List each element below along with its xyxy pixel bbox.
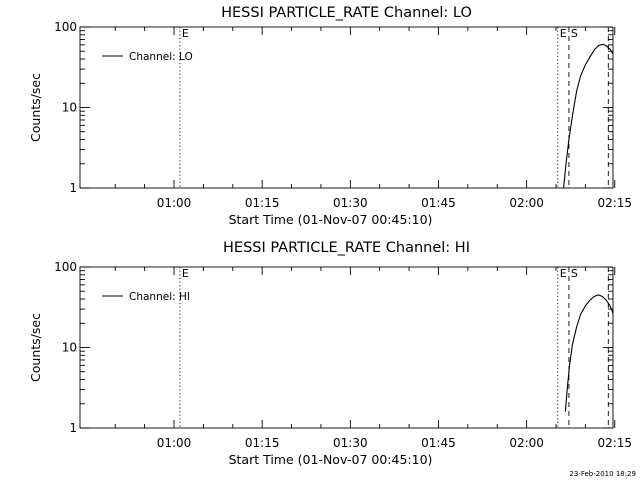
x-tick-label: 02:00 [509,436,544,450]
y-tick-label: 1 [69,181,77,195]
x-tick-label: 01:30 [333,436,368,450]
marker-label: E [182,267,189,280]
plot-area [179,267,613,428]
chart-title: HESSI PARTICLE_RATE Channel: HI [223,240,470,256]
y-tick-label: 1 [69,421,77,435]
marker-label: E [560,27,567,40]
y-axis-label: Counts/sec [28,73,43,142]
x-tick-label: 02:15 [597,436,632,450]
legend-label: Channel: HI [129,291,190,303]
x-tick-label: 01:00 [157,436,192,450]
series-line [564,294,613,412]
series-line [563,43,613,188]
x-tick-label: 01:15 [245,436,280,450]
x-tick-label: 01:45 [421,196,456,210]
marker-label: E [182,27,189,40]
x-tick-label: 02:00 [509,196,544,210]
y-tick-label: 10 [62,341,77,355]
x-tick-label: 01:30 [333,196,368,210]
x-axis-label: Start Time (01-Nov-07 00:45:10) [229,452,433,467]
x-tick-label: 01:00 [157,196,192,210]
x-axis-label: Start Time (01-Nov-07 00:45:10) [229,212,433,227]
footer-timestamp: 23-Feb-2010 18:29 [569,470,636,478]
legend-label: Channel: LO [129,51,193,63]
x-tick-label: 02:15 [597,196,632,210]
marker-label: E [560,267,567,280]
x-tick-label: 01:15 [245,196,280,210]
y-tick-label: 10 [62,101,77,115]
plot-area [179,27,613,188]
chart-panel-lo: HESSI PARTICLE_RATE Channel: LO 01:00 01:1… [28,5,632,227]
marker-label: S [571,27,578,40]
marker-label: S [571,267,578,280]
y-axis-label: Counts/sec [28,313,43,382]
y-tick-label: 100 [54,260,77,274]
chart-panel-hi: HESSI PARTICLE_RATE Channel: HI 01:00 01:1… [28,240,632,467]
x-tick-label: 01:45 [421,436,456,450]
y-tick-label: 100 [54,20,77,34]
chart-title: HESSI PARTICLE_RATE Channel: LO [221,5,472,21]
